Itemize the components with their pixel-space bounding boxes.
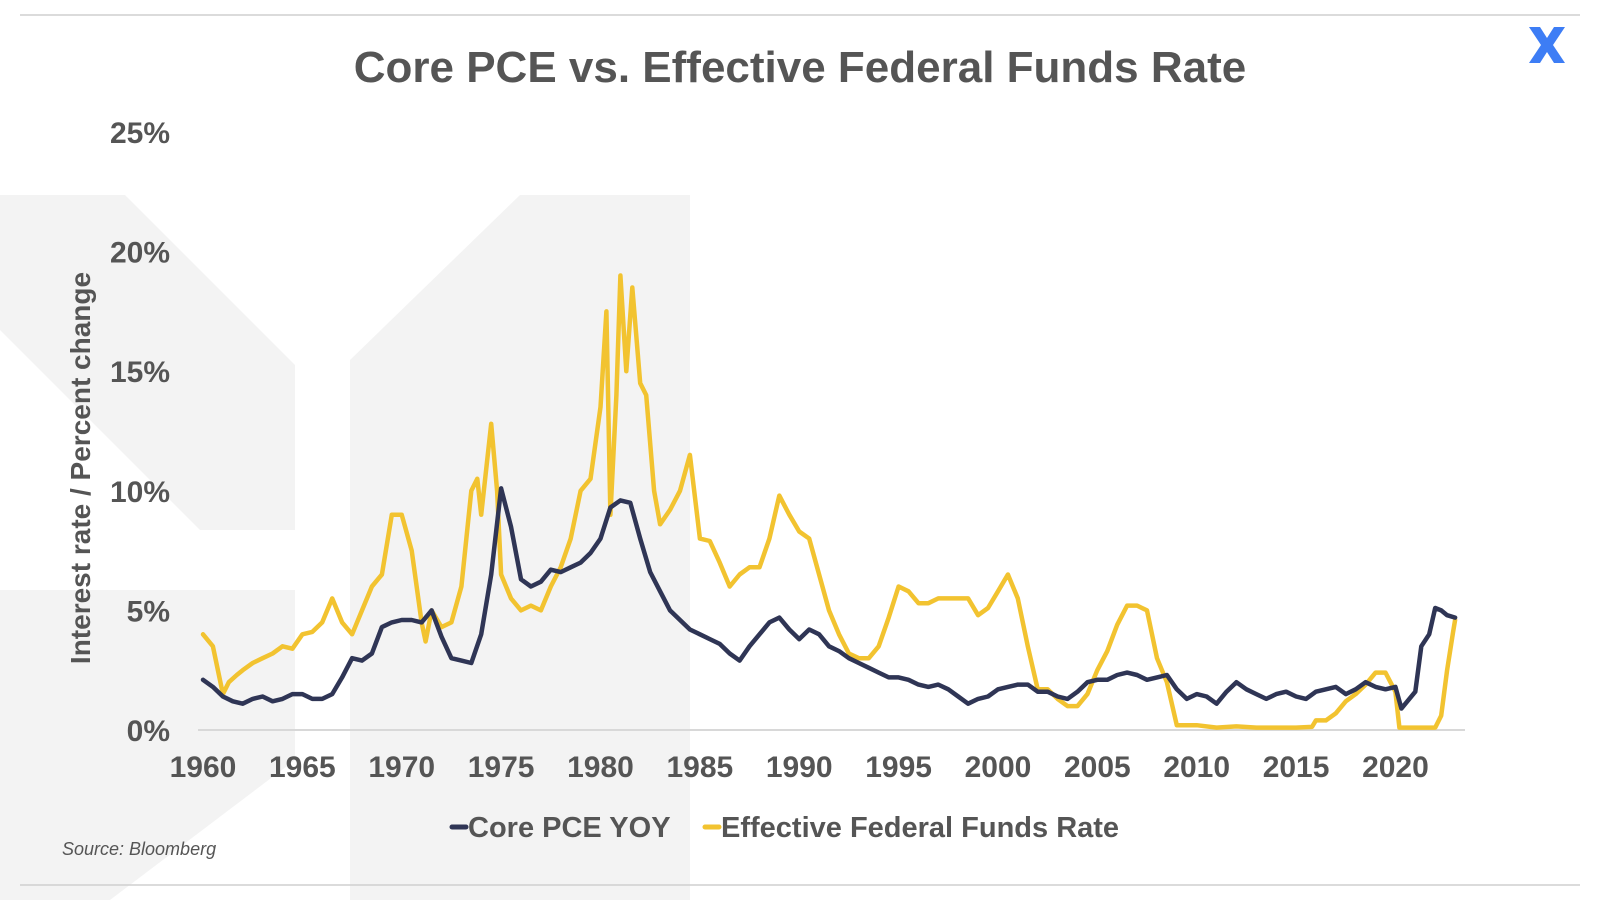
watermark-shape-right	[350, 195, 690, 900]
series-line-fed-funds	[200, 273, 1458, 730]
y-tick-label: 20%	[110, 237, 170, 270]
x-tick-label: 2015	[1263, 751, 1330, 784]
watermark-shape-left	[0, 195, 295, 900]
x-tick-label: 1985	[666, 751, 733, 784]
y-tick-label: 0%	[127, 715, 170, 748]
x-tick-label: 2000	[965, 751, 1032, 784]
x-tick-label: 1995	[865, 751, 932, 784]
source-note: Source: Bloomberg	[62, 839, 216, 859]
x-tick-label: 2020	[1362, 751, 1429, 784]
y-tick-label: 5%	[127, 595, 170, 628]
y-axis: 0% 5% 10% 15% 20% 25%	[110, 117, 170, 748]
legend: Core PCE YOY Effective Federal Funds Rate	[449, 812, 1119, 844]
x-axis: 1960 1965 1970 1975 1980 1985 1990 1995 2000 2005…	[170, 751, 1429, 784]
x-tick-label: 1965	[269, 751, 336, 784]
x-tick-label: 1960	[170, 751, 237, 784]
x-tick-label: 1980	[567, 751, 634, 784]
y-tick-label: 10%	[110, 476, 170, 509]
x-tick-label: 1970	[368, 751, 435, 784]
y-tick-label: 25%	[110, 117, 170, 150]
x-tick-label: 2010	[1163, 751, 1230, 784]
x-tick-label: 2005	[1064, 751, 1131, 784]
x-tick-label: 1975	[468, 751, 535, 784]
y-axis-label: Interest rate / Percent change	[65, 272, 96, 664]
chart-title: Core PCE vs. Effective Federal Funds Rat…	[354, 43, 1247, 92]
background-watermark	[0, 195, 690, 900]
x-tick-label: 1990	[766, 751, 833, 784]
legend-label: Effective Federal Funds Rate	[721, 812, 1119, 844]
plot-lines	[200, 273, 1458, 730]
y-tick-label: 15%	[110, 356, 170, 389]
x-logo-icon	[1529, 27, 1565, 63]
series-line-core-pce	[200, 486, 1458, 711]
legend-label: Core PCE YOY	[468, 812, 671, 844]
